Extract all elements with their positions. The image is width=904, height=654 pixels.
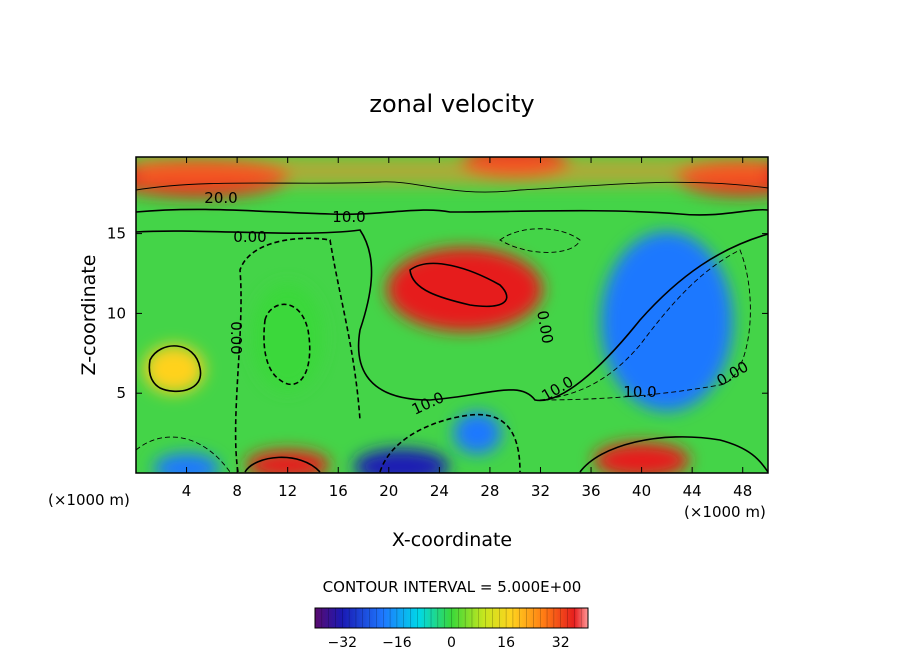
contour-label: 10.0 (332, 208, 365, 226)
colorbar-tick-label: 16 (497, 635, 515, 651)
contour-label: 0.00 (227, 321, 245, 354)
colorbar-tick-label: 32 (552, 635, 570, 651)
colorbar-tick-label: −16 (382, 635, 412, 651)
field-feature (386, 247, 543, 332)
x-tick-label: 28 (480, 482, 499, 500)
x-tick-label: 36 (581, 482, 600, 500)
field-feature (245, 450, 330, 473)
contour-line (244, 456, 321, 473)
x-tick-label: 4 (182, 482, 192, 500)
x-tick-label: 40 (632, 482, 651, 500)
field-feature (153, 453, 220, 473)
contour-label: 0.00 (233, 228, 266, 246)
x-tick-label: 20 (379, 482, 398, 500)
contour-line (136, 181, 768, 193)
x-tick-label: 44 (683, 482, 702, 500)
x-tick-label: 32 (531, 482, 550, 500)
field-feature (251, 283, 324, 392)
field-feature (453, 412, 502, 455)
x-tick-label: 16 (329, 482, 348, 500)
contour-label: 0.00 (533, 309, 557, 345)
y-axis-label: Z-coordinate (78, 255, 100, 376)
contour-label: 20.0 (204, 189, 237, 207)
x-tick-label: 24 (430, 482, 449, 500)
x-tick-label: 12 (278, 482, 297, 500)
contour-line (136, 436, 231, 473)
contour-line (263, 303, 311, 386)
field-feature (143, 345, 204, 394)
y-tick-label: 10 (107, 304, 126, 322)
contour-label: 10.0 (623, 383, 656, 401)
x-axis-label: X-coordinate (392, 529, 512, 551)
contour-line (409, 262, 508, 308)
x-tick-label: 8 (232, 482, 242, 500)
x-unit-right: (×1000 m) (684, 503, 766, 521)
field-feature (593, 442, 690, 473)
y-tick-label: 5 (116, 384, 126, 402)
chart-title: zonal velocity (369, 90, 534, 118)
x-tick-label: 48 (733, 482, 752, 500)
contour-line (148, 345, 202, 393)
warm-band (136, 157, 768, 185)
contour-line (136, 208, 768, 216)
colorbar-tick-label: 0 (447, 635, 456, 651)
contour-line (539, 249, 751, 401)
contour-line (579, 436, 768, 473)
contour-line (499, 228, 581, 253)
contour-line (136, 229, 768, 402)
plot-frame (135, 156, 769, 474)
contour-line (234, 237, 361, 473)
field-feature (353, 448, 450, 473)
colorbar-tick-label: −32 (328, 635, 358, 651)
x-unit-left: (×1000 m) (48, 491, 130, 509)
y-tick-label: 15 (107, 225, 126, 243)
field-feature (600, 231, 733, 412)
contour-interval-label: CONTOUR INTERVAL = 5.000E+00 (323, 578, 582, 596)
